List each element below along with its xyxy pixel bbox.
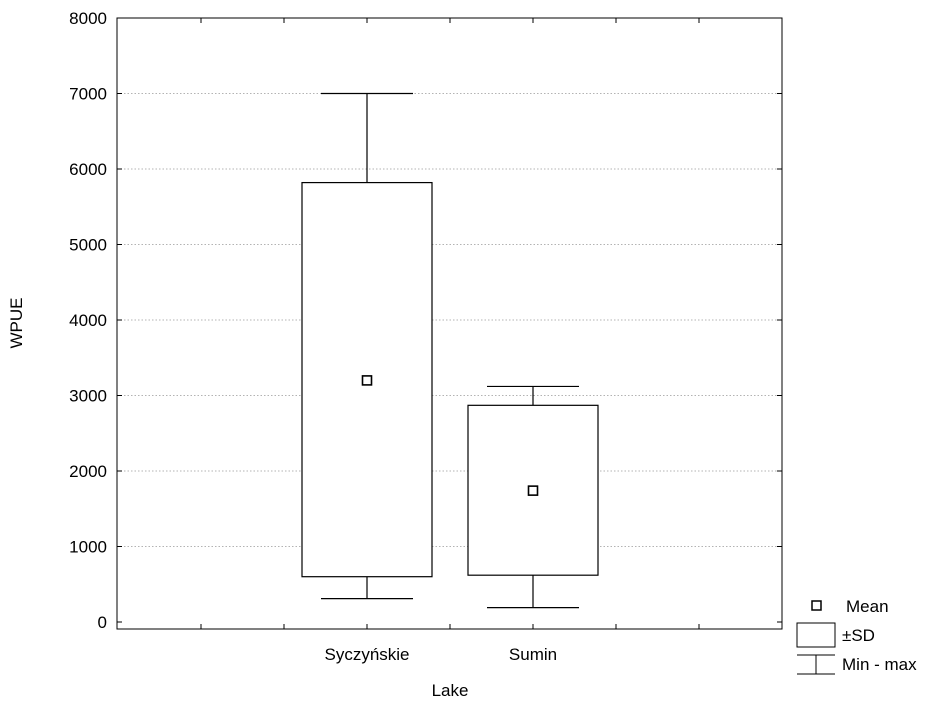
x-axis: Syczyńskie Sumin	[200, 18, 700, 664]
y-axis-label: WPUE	[7, 298, 26, 349]
box-0	[301, 92, 433, 600]
legend-minmax-label: Min - max	[842, 655, 917, 674]
mean-marker	[361, 375, 373, 386]
y-tick-label: 1000	[69, 538, 107, 557]
x-axis-label: Lake	[432, 681, 469, 700]
legend-sd-label: ±SD	[842, 626, 875, 645]
x-tick-label: Syczyńskie	[324, 645, 409, 664]
y-tick-label: 4000	[69, 311, 107, 330]
legend-mean-marker	[811, 600, 822, 611]
boxes-layer	[301, 92, 599, 609]
y-tick-label: 5000	[69, 236, 107, 255]
x-tick-label: Sumin	[509, 645, 557, 664]
gridlines	[117, 93, 782, 547]
plot-frame	[116, 17, 783, 630]
y-tick-label: 0	[98, 613, 107, 632]
box-1	[467, 385, 599, 609]
y-axis: 0 1000 2000 3000 4000 5000 6000 7000 8000	[69, 9, 782, 632]
y-tick-label: 3000	[69, 387, 107, 406]
y-tick-label: 6000	[69, 160, 107, 179]
y-tick-label: 8000	[69, 9, 107, 28]
y-tick-label: 7000	[69, 85, 107, 104]
legend: Mean ±SD Min - max	[796, 597, 917, 675]
legend-sd-box	[796, 622, 836, 648]
legend-minmax-whisker	[797, 654, 835, 675]
mean-marker	[527, 485, 539, 496]
legend-mean-label: Mean	[846, 597, 889, 616]
y-tick-label: 2000	[69, 462, 107, 481]
